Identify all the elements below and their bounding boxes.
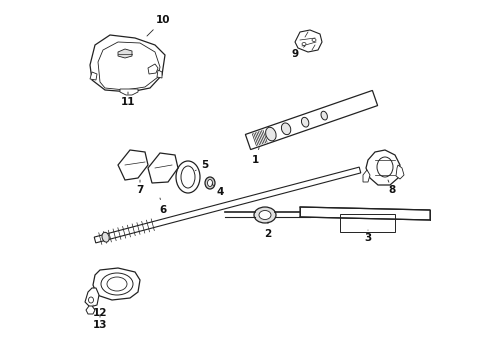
Ellipse shape (266, 127, 276, 141)
Text: 8: 8 (388, 180, 395, 195)
Polygon shape (396, 165, 404, 179)
Ellipse shape (312, 39, 316, 41)
Text: 11: 11 (121, 92, 135, 107)
Text: 13: 13 (93, 315, 107, 330)
Ellipse shape (102, 232, 109, 242)
Ellipse shape (176, 161, 200, 193)
Polygon shape (93, 268, 140, 300)
Polygon shape (118, 150, 148, 180)
Polygon shape (157, 70, 162, 78)
Text: 9: 9 (292, 46, 305, 59)
Text: 7: 7 (136, 180, 144, 195)
Ellipse shape (321, 111, 327, 120)
Text: 3: 3 (365, 230, 371, 243)
Ellipse shape (89, 297, 94, 303)
Text: 10: 10 (147, 15, 170, 36)
Ellipse shape (302, 42, 306, 45)
Polygon shape (86, 306, 95, 314)
Polygon shape (118, 49, 132, 58)
Polygon shape (300, 207, 430, 220)
Text: 1: 1 (251, 148, 259, 165)
Polygon shape (245, 90, 378, 149)
Ellipse shape (107, 277, 127, 291)
Polygon shape (120, 89, 138, 95)
Ellipse shape (101, 273, 133, 295)
Polygon shape (85, 288, 99, 307)
Text: 12: 12 (93, 305, 107, 318)
Text: 6: 6 (159, 198, 167, 215)
Polygon shape (363, 170, 370, 182)
Ellipse shape (254, 207, 276, 223)
Ellipse shape (207, 180, 213, 186)
Polygon shape (98, 42, 160, 90)
Text: 4: 4 (212, 184, 224, 197)
Polygon shape (148, 64, 158, 74)
Polygon shape (295, 30, 322, 52)
Polygon shape (90, 72, 97, 80)
Bar (340, 214, 395, 232)
Text: 5: 5 (196, 160, 209, 171)
Ellipse shape (377, 157, 393, 177)
Ellipse shape (205, 177, 215, 189)
Text: 2: 2 (265, 222, 271, 239)
Ellipse shape (259, 211, 271, 220)
Polygon shape (94, 167, 361, 243)
Polygon shape (366, 150, 400, 185)
Ellipse shape (281, 123, 291, 135)
Polygon shape (148, 153, 178, 183)
Ellipse shape (301, 117, 309, 127)
Polygon shape (90, 35, 165, 92)
Ellipse shape (181, 166, 195, 188)
